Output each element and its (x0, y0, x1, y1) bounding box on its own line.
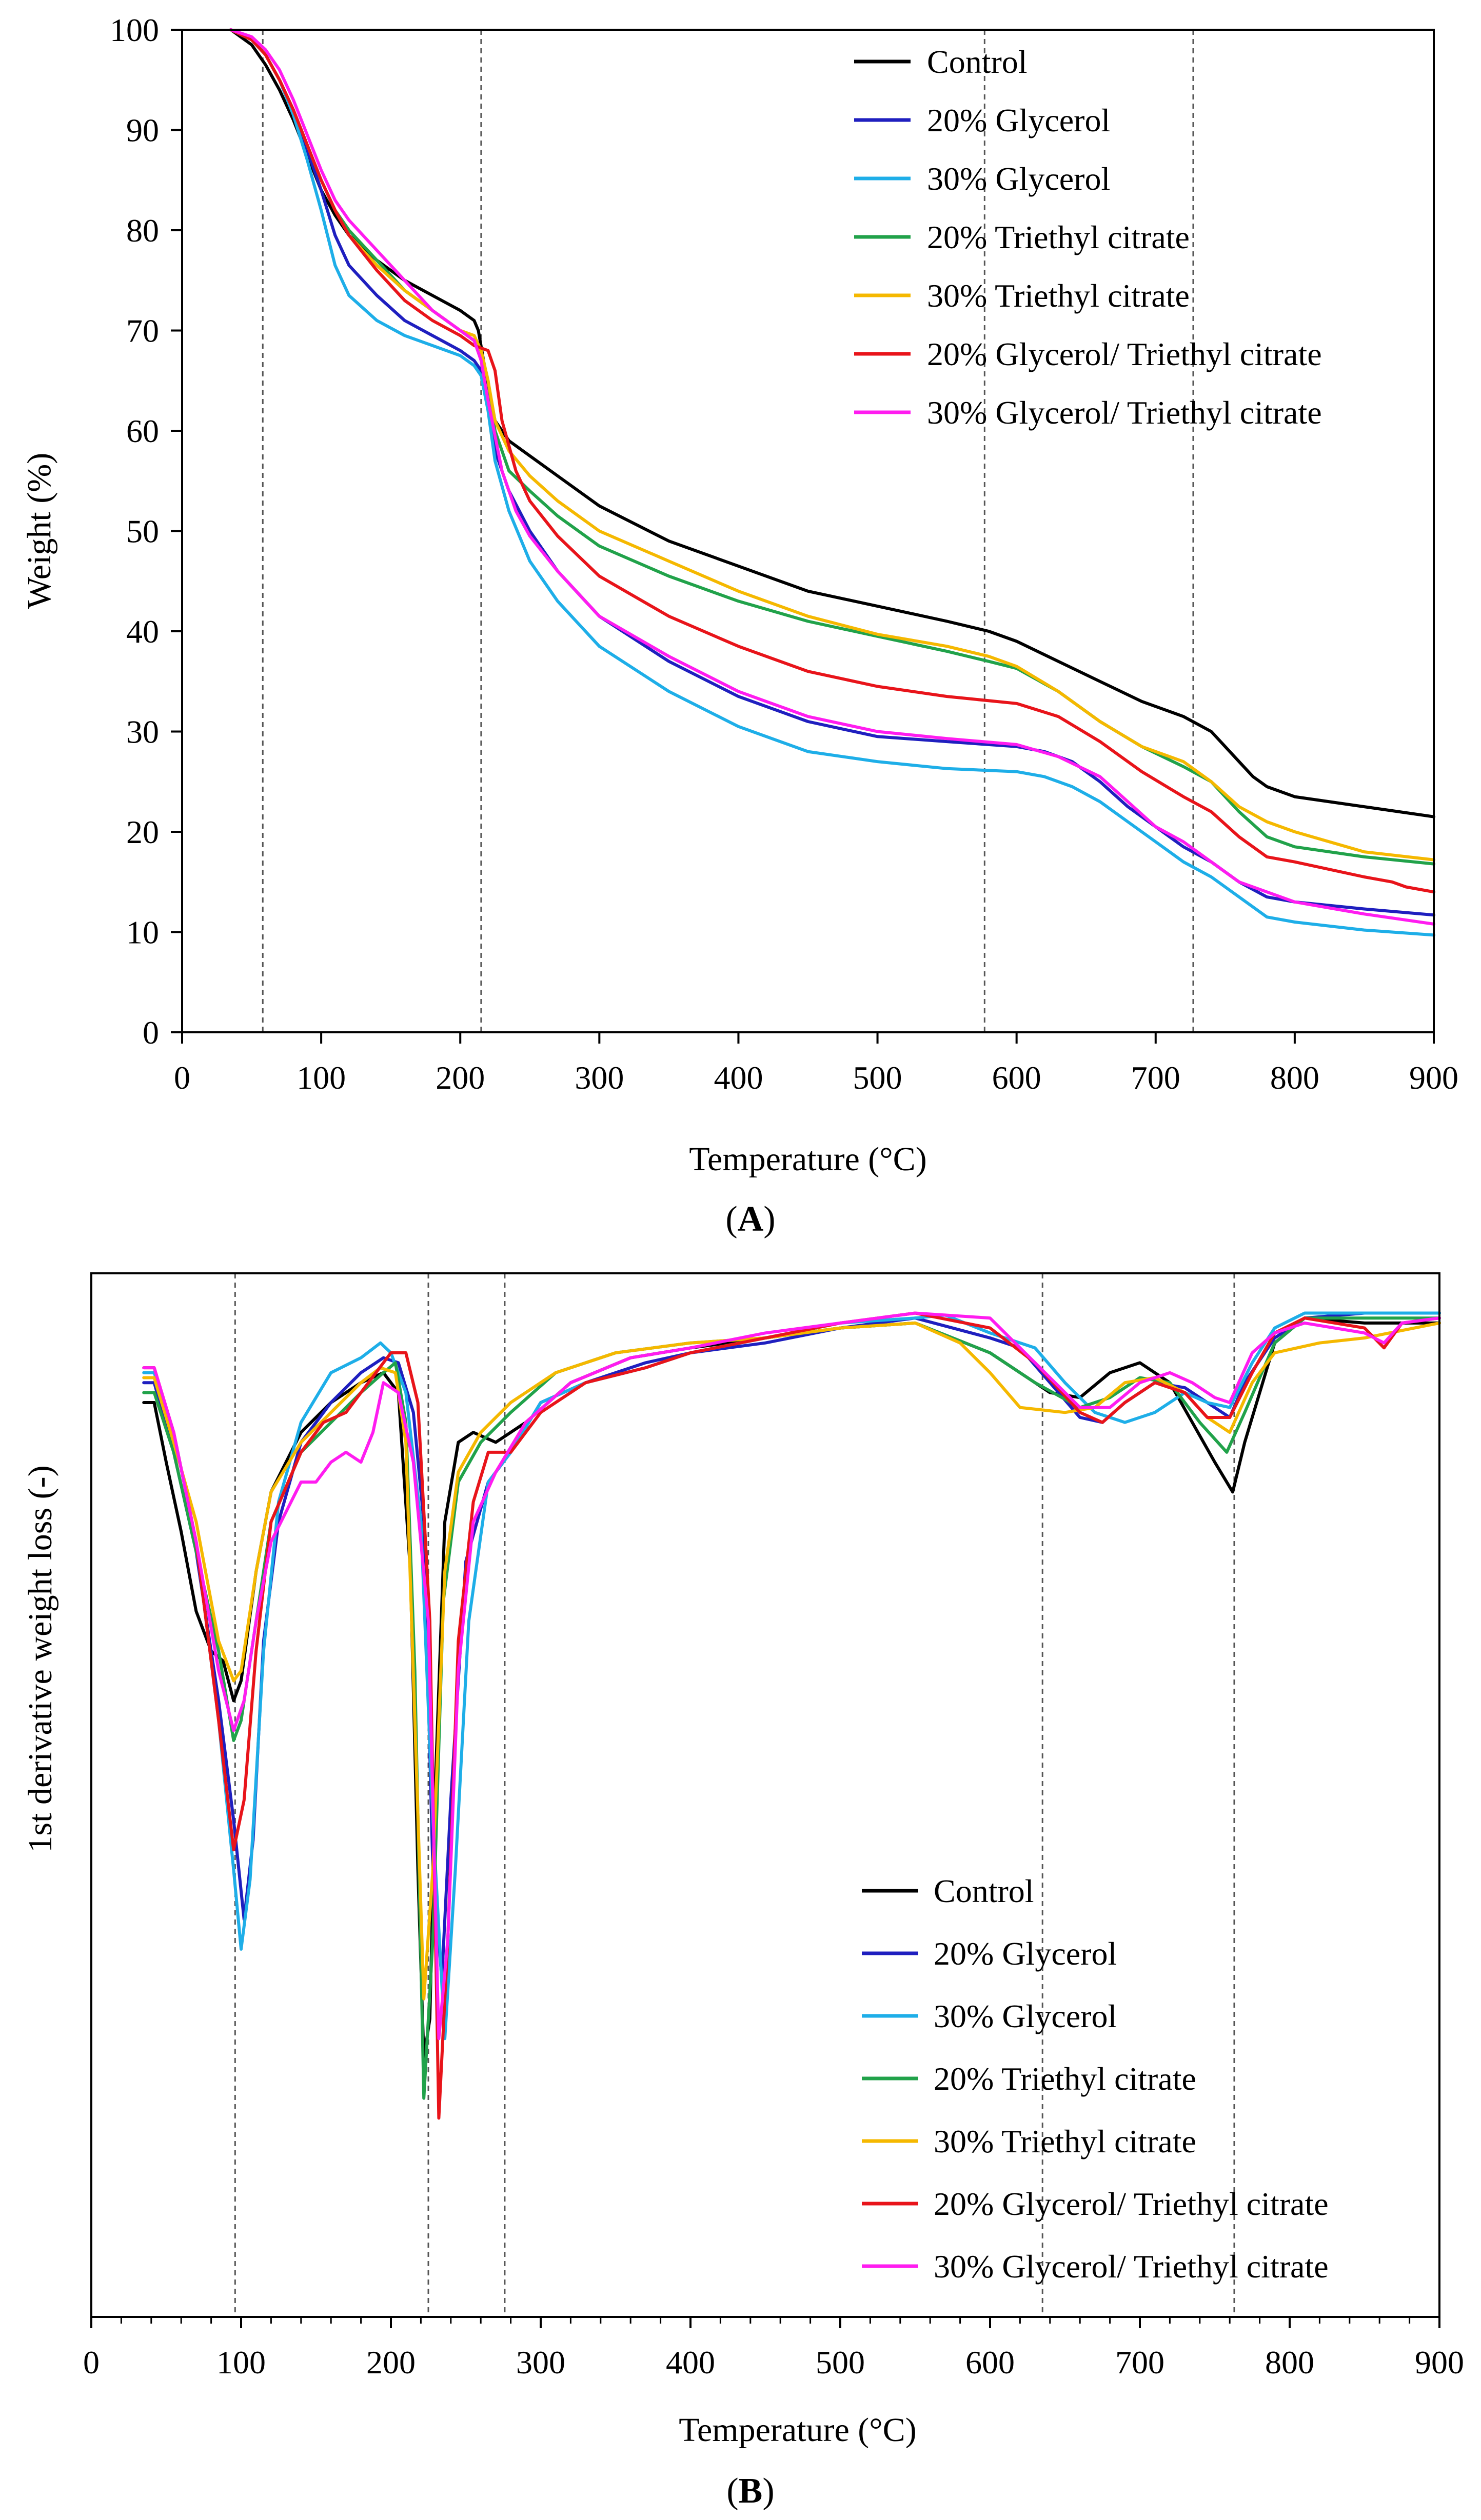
panel-a-ticks: 0 100 200 300 400 500 600 700 800 900 0 10 20 30 40 50 6… (110, 12, 1458, 1096)
panel-b-legend-label-5: 20% Glycerol/ Triethyl citrate (934, 2186, 1329, 2222)
panel-b-xtick-label-4: 400 (666, 2344, 715, 2381)
panel-b-xtick-label-2: 200 (366, 2344, 416, 2381)
panel-b-xtick-label-1: 100 (216, 2344, 266, 2381)
panel-a-ytick-label-6: 60 (126, 413, 159, 449)
panel-a-ytick-label-7: 70 (126, 313, 159, 349)
panel-a-ytick-label-2: 20 (126, 814, 159, 850)
panel-b-plot-frame (90, 1272, 1440, 2318)
panel-b-xtick-label-0: 0 (83, 2344, 100, 2381)
panel-a-xtick-label-8: 800 (1270, 1059, 1319, 1096)
panel-b-xlabel: Temperature (°C) (679, 2411, 916, 2449)
panel-a-xtick-label-3: 300 (575, 1059, 624, 1096)
panel-b-xtick-label-7: 700 (1115, 2344, 1164, 2381)
panel-a-legend-label-2: 30% Glycerol (927, 161, 1110, 197)
panel-b-legend-label-6: 30% Glycerol/ Triethyl citrate (934, 2248, 1329, 2285)
panel-a-ytick-label-3: 30 (126, 714, 159, 750)
panel-a-legend-label-5: 20% Glycerol/ Triethyl citrate (927, 336, 1322, 372)
panel-b-xtick-label-8: 800 (1265, 2344, 1314, 2381)
panel-a-series-6 (229, 28, 1435, 926)
panel-b-ylabel: 1st derivative weight loss (-) (22, 1465, 59, 1852)
panel-b-legend-label-4: 30% Triethyl citrate (934, 2123, 1196, 2159)
panel-b-xtick-label-9: 900 (1415, 2344, 1464, 2381)
panel-a-ytick-label-1: 10 (126, 914, 159, 951)
panel-b-label: (B) (726, 2471, 774, 2511)
panel-a-xtick-label-0: 0 (174, 1059, 190, 1096)
panel-a-legend-label-3: 20% Triethyl citrate (927, 219, 1190, 255)
panel-a-xtick-label-4: 400 (714, 1059, 763, 1096)
panel-b-xtick-label-6: 600 (965, 2344, 1015, 2381)
panel-a-xlabel: Temperature (°C) (689, 1141, 926, 1178)
panel-a-legend-label-0: Control (927, 44, 1028, 80)
panel-b-xtick-label-5: 500 (816, 2344, 865, 2381)
panel-a-label: (A) (725, 1199, 775, 1239)
panel-a-xtick-label-1: 100 (297, 1059, 346, 1096)
panel-a-xtick-label-2: 200 (436, 1059, 485, 1096)
panel-a-legend-label-1: 20% Glycerol (927, 102, 1110, 138)
panel-a-xtick-label-5: 500 (853, 1059, 902, 1096)
panel-a-series-2 (229, 28, 1435, 937)
panel-a-ytick-label-0: 0 (143, 1014, 159, 1051)
panel-b-series-0 (142, 1316, 1441, 2061)
panel-b-legend-label-3: 20% Triethyl citrate (934, 2061, 1196, 2097)
panel-a-vlines (262, 30, 1194, 1032)
panel-a-legend-label-6: 30% Glycerol/ Triethyl citrate (927, 394, 1322, 431)
panel-b-xtick-label-3: 300 (516, 2344, 565, 2381)
panel-a-xtick-label-6: 600 (992, 1059, 1041, 1096)
panel-b-series-6 (142, 1311, 1441, 2041)
panel-a-ytick-label-10: 100 (110, 12, 159, 48)
panel-b-series (142, 1311, 1441, 2120)
panel-b-legend: Control 20% Glycerol 30% Glycerol 20% Triet… (862, 1873, 1329, 2285)
panel-a-legend-label-4: 30% Triethyl citrate (927, 277, 1190, 314)
panel-a-series-5 (229, 28, 1435, 894)
panel-b-vlines (234, 1273, 1235, 2317)
panel-b-ticks: 0 100 200 300 400 500 600 700 800 900 (83, 2317, 1464, 2381)
panel-a-legend: Control 20% Glycerol 30% Glycerol 20% Triet… (854, 44, 1322, 431)
panel-a-ytick-label-9: 90 (126, 112, 159, 149)
panel-a-ytick-label-5: 50 (126, 513, 159, 550)
panel-b-legend-label-0: Control (934, 1873, 1034, 1909)
panel-a-xtick-label-7: 700 (1131, 1059, 1180, 1096)
panel-a-series (229, 28, 1435, 937)
panel-a-ylabel: Weight (%) (21, 453, 58, 609)
panel-b-dtg-chart: 0 100 200 300 400 500 600 700 800 900 Temperature… (22, 1272, 1464, 2511)
panel-a-ytick-label-8: 80 (126, 212, 159, 249)
panel-a-xtick-label-9: 900 (1409, 1059, 1458, 1096)
panel-a-tga-chart: 0 100 200 300 400 500 600 700 800 900 0 10 20 30 40 50 6… (21, 12, 1458, 1239)
panel-a-series-0 (229, 28, 1435, 818)
panel-b-legend-label-1: 20% Glycerol (934, 1935, 1117, 1972)
panel-a-ytick-label-4: 40 (126, 613, 159, 650)
panel-b-legend-label-2: 30% Glycerol (934, 1998, 1117, 2034)
